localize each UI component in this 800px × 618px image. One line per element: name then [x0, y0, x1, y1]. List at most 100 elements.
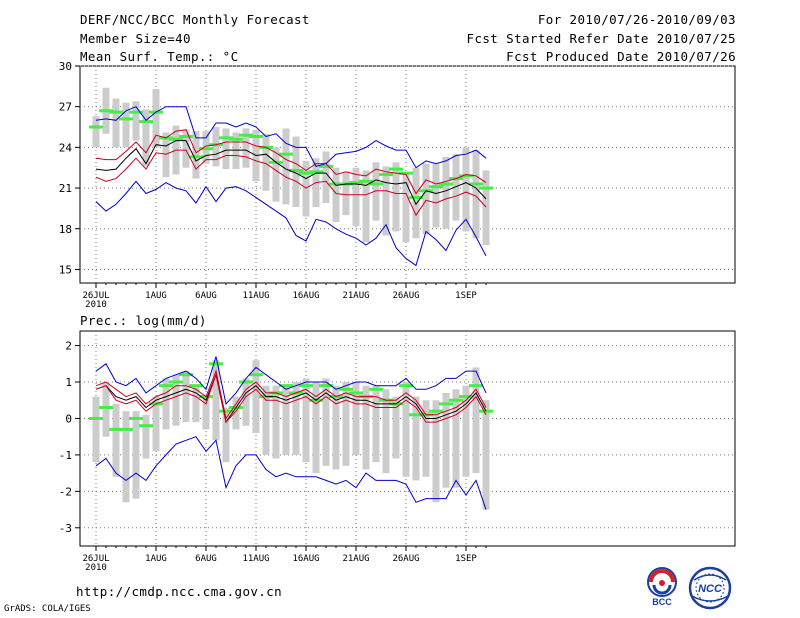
spread-box	[262, 133, 270, 191]
spread-box	[482, 170, 490, 246]
spread-box	[412, 396, 420, 481]
x-tick-label: 16AUG	[292, 554, 319, 564]
median-mark	[229, 137, 243, 141]
spread-box	[282, 385, 290, 455]
median-mark	[239, 133, 253, 137]
median-mark	[479, 186, 493, 190]
median-mark	[189, 384, 203, 388]
median-mark	[119, 427, 133, 431]
spread-box	[342, 171, 350, 216]
x-tick-sublabel: 2010	[85, 300, 107, 310]
series-line-mean	[95, 372, 487, 424]
spread-box	[432, 400, 440, 503]
source-url[interactable]: http://cmdp.ncc.cma.gov.cn	[76, 584, 283, 599]
x-tick-label: 6AUG	[195, 291, 217, 301]
median-mark	[199, 147, 213, 151]
panel-title-prec: Prec.: log(mm/d)	[80, 313, 207, 328]
median-mark	[209, 362, 223, 366]
spread-box	[192, 385, 200, 423]
spread-box	[182, 371, 190, 423]
x-tick-label: 26AUG	[392, 291, 419, 301]
x-tick-sublabel: 2010	[85, 563, 107, 573]
y-tick-label: 0	[65, 412, 72, 425]
spread-box	[122, 102, 130, 148]
series-line-upper	[95, 369, 487, 420]
x-tick-label: 26AUG	[392, 554, 419, 564]
median-mark	[129, 110, 143, 114]
refer-date: Fcst Started Refer Date 2010/07/25	[466, 31, 736, 46]
median-mark	[349, 181, 363, 185]
spread-box	[462, 147, 470, 232]
spread-box	[362, 385, 370, 470]
series-line-min	[95, 436, 487, 510]
median-mark	[89, 416, 103, 420]
median-mark	[129, 416, 143, 420]
spread-box	[402, 174, 410, 243]
median-mark	[89, 125, 103, 129]
spread-box	[312, 382, 320, 474]
spread-box	[162, 132, 170, 178]
series-line-max	[95, 180, 487, 267]
spread-box	[342, 382, 350, 466]
x-tick-label: 6AUG	[195, 554, 217, 564]
spread-box	[422, 400, 430, 477]
x-tick-label: 11AUG	[242, 554, 269, 564]
median-mark	[279, 152, 293, 156]
spread-box	[372, 162, 380, 221]
spread-box	[222, 128, 230, 170]
median-mark	[469, 384, 483, 388]
spread-box	[392, 162, 400, 232]
spread-box	[382, 166, 390, 236]
spread-box	[242, 378, 250, 426]
spread-box	[102, 382, 110, 437]
median-mark	[459, 174, 473, 178]
y-tick-label: 2	[65, 340, 72, 353]
y-tick-label: 15	[59, 263, 72, 276]
spread-box	[352, 382, 360, 455]
grads-credit: GrADS: COLA/IGES	[4, 604, 91, 614]
series-line-lower	[95, 372, 487, 424]
x-tick-label: 26JUL	[82, 291, 109, 301]
series-line-upper	[95, 129, 487, 195]
spread-box	[192, 131, 200, 179]
spread-box	[122, 411, 130, 503]
member-size: Member Size=40	[80, 31, 191, 46]
spread-box	[152, 396, 160, 452]
median-mark	[439, 182, 453, 186]
y-tick-label: 24	[59, 141, 73, 154]
median-mark	[409, 413, 423, 417]
produced-date: Fcst Produced Date 2010/07/26	[506, 49, 736, 64]
spread-box	[462, 385, 470, 477]
median-mark	[169, 380, 183, 384]
spread-box	[182, 129, 190, 168]
median-mark	[289, 168, 303, 172]
median-mark	[369, 182, 383, 186]
spread-box	[382, 389, 390, 474]
median-mark	[299, 171, 313, 175]
ncc-logo: NCC	[688, 566, 732, 610]
median-mark	[219, 136, 233, 140]
x-tick-label: 21AUG	[342, 291, 369, 301]
spread-box	[252, 360, 260, 434]
spread-box	[132, 101, 140, 141]
median-mark	[399, 171, 413, 175]
ncc-logo-text: NCC	[698, 583, 723, 595]
median-mark	[109, 427, 123, 431]
spread-box	[162, 378, 170, 430]
x-tick-label: 26JUL	[82, 554, 109, 564]
median-mark	[349, 391, 363, 395]
median-mark	[249, 135, 263, 139]
median-mark	[119, 117, 133, 121]
spread-box	[422, 163, 430, 235]
spread-box	[472, 150, 480, 239]
median-mark	[459, 395, 473, 399]
bcc-logo: BCC	[647, 567, 677, 607]
bcc-logo-text: BCC	[652, 597, 672, 607]
spread-box	[232, 132, 240, 170]
y-tick-label: -1	[59, 449, 72, 462]
median-mark	[429, 409, 443, 413]
spread-box	[232, 396, 240, 430]
spread-box	[482, 400, 490, 510]
x-tick-label: 1AUG	[145, 291, 167, 301]
median-mark	[429, 185, 443, 189]
